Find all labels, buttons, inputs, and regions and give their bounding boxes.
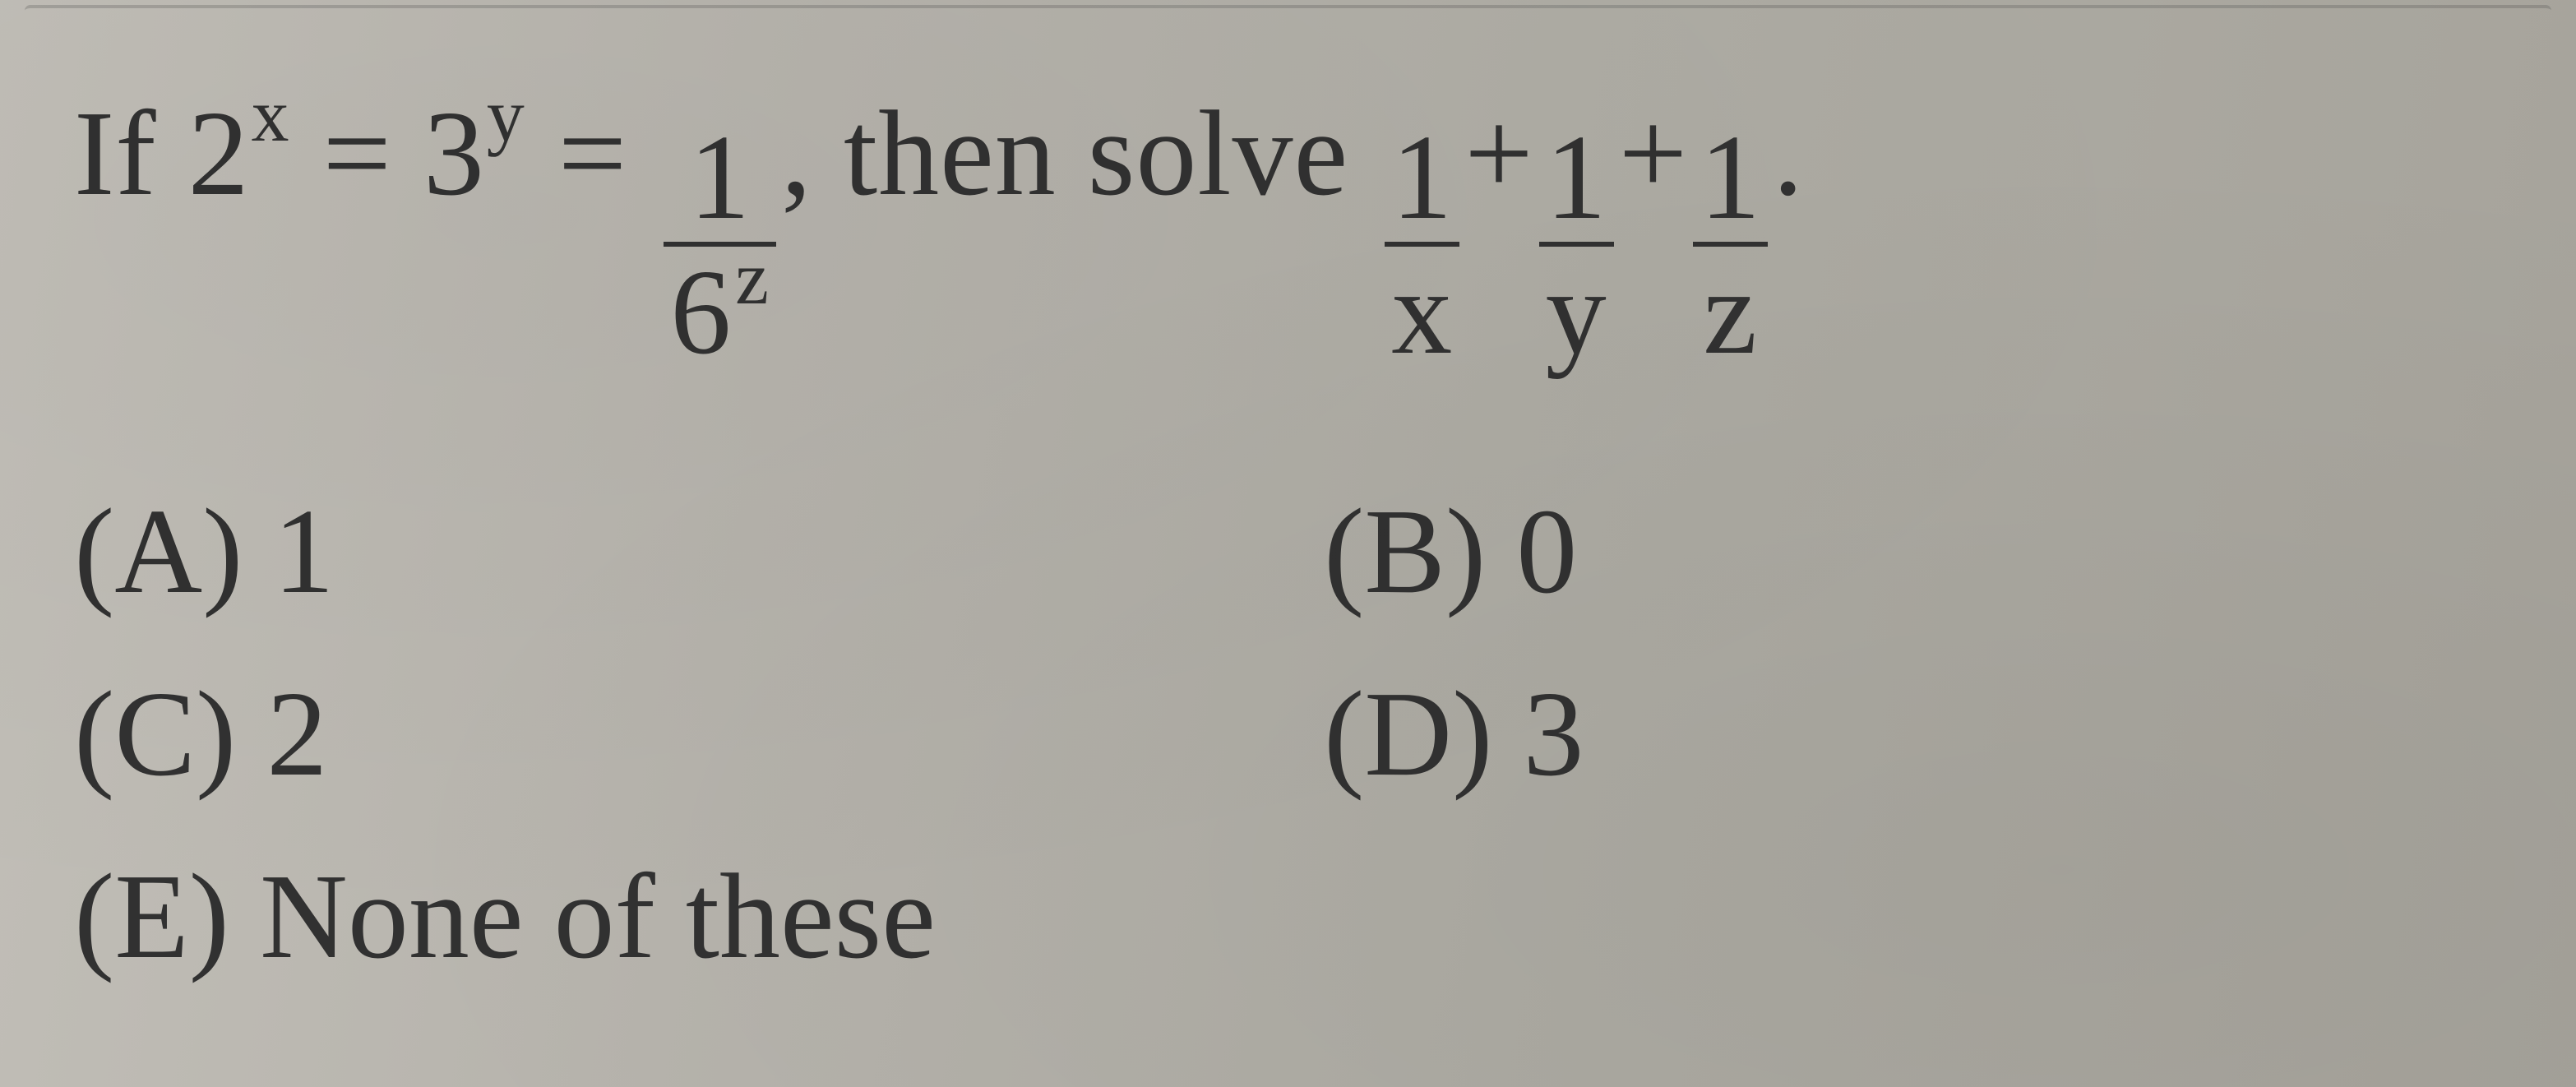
option-c[interactable]: (C) 2 — [74, 643, 1324, 826]
exp-y: y — [487, 73, 525, 157]
option-d-label: (D) — [1324, 667, 1523, 802]
frac-num-1: 1 — [682, 117, 757, 242]
text-if: If — [74, 78, 157, 230]
options-row-1: (A) 1 (B) 0 — [74, 460, 2527, 643]
den-x: x — [1385, 247, 1459, 373]
equals-1: = — [322, 78, 391, 230]
option-e-text: None of these — [260, 849, 936, 984]
page: If 2x = 3y = 1 6 z , then solve 1 x + 1 … — [0, 0, 2576, 1087]
den-base-6: 6 — [670, 252, 732, 373]
den-exp-z: z — [735, 241, 770, 317]
fraction-1-over-6z: 1 6 z — [664, 117, 776, 373]
fraction-1x: 1 x — [1385, 117, 1459, 373]
option-b[interactable]: (B) 0 — [1324, 460, 2527, 643]
period: . — [1773, 78, 1804, 230]
option-c-label: (C) — [74, 667, 266, 802]
option-a[interactable]: (A) 1 — [74, 460, 1324, 643]
options-row-3: (E) None of these — [74, 826, 2527, 1008]
question-line: If 2x = 3y = 1 6 z , then solve 1 x + 1 … — [74, 66, 2527, 373]
options-block: (A) 1 (B) 0 (C) 2 (D) 3 (E) None of thes… — [74, 460, 2527, 1008]
top-border-rule — [25, 5, 2551, 16]
options-row-2: (C) 2 (D) 3 — [74, 643, 2527, 826]
num-1c: 1 — [1693, 117, 1768, 242]
equals-2: = — [558, 78, 627, 230]
option-d[interactable]: (D) 3 — [1324, 643, 2527, 826]
base-3: 3 — [423, 78, 485, 230]
option-c-text: 2 — [266, 667, 327, 802]
frac-den-6z: 6 z — [664, 247, 776, 373]
den-z: z — [1696, 247, 1764, 373]
comma: , — [781, 78, 812, 230]
option-a-label: (A) — [74, 484, 273, 619]
option-d-text: 3 — [1523, 667, 1584, 802]
fraction-1y: 1 y — [1539, 117, 1614, 373]
num-1a: 1 — [1385, 117, 1459, 242]
option-a-text: 1 — [273, 484, 334, 619]
exp-x: x — [252, 73, 290, 157]
option-b-label: (B) — [1324, 484, 1516, 619]
text-then-solve: then solve — [844, 78, 1348, 230]
plus-2: + — [1619, 78, 1688, 230]
base-2: 2 — [188, 78, 250, 230]
option-b-text: 0 — [1516, 484, 1577, 619]
fraction-1z: 1 z — [1693, 117, 1768, 373]
den-y: y — [1539, 247, 1614, 373]
option-e[interactable]: (E) None of these — [74, 826, 2527, 1008]
option-e-label: (E) — [74, 849, 260, 984]
plus-1: + — [1464, 78, 1533, 230]
num-1b: 1 — [1539, 117, 1614, 242]
